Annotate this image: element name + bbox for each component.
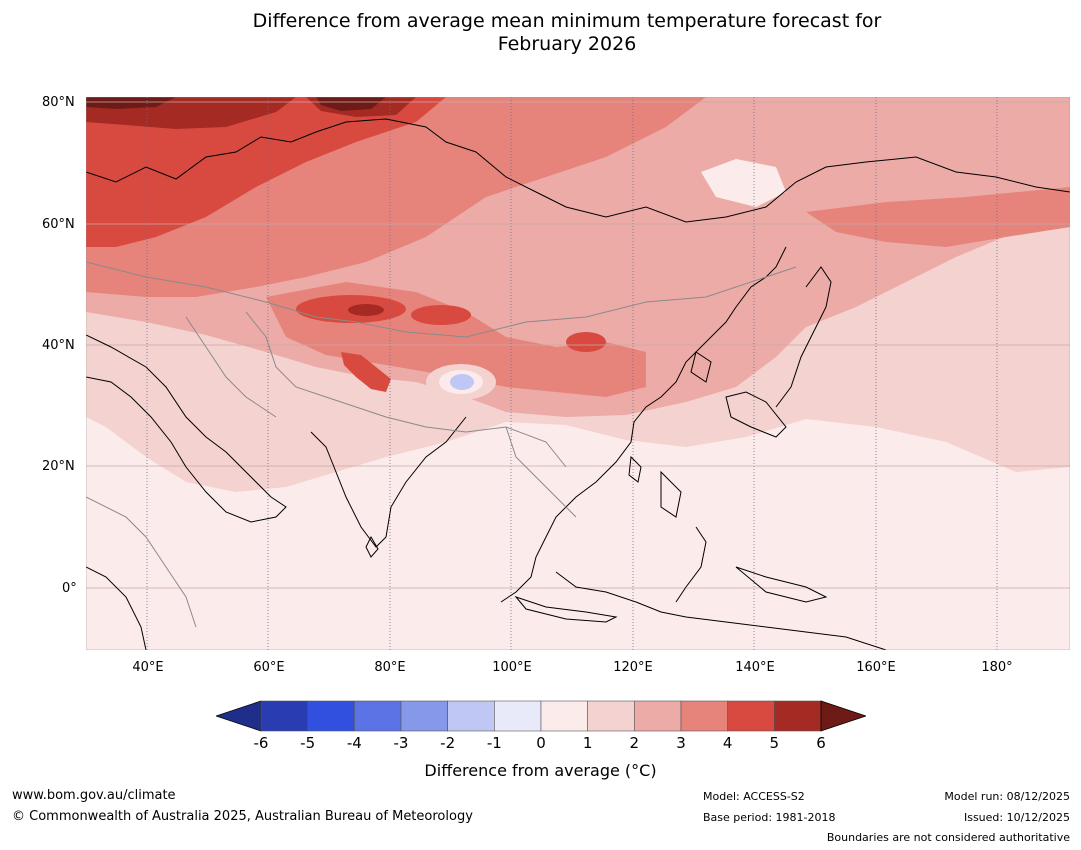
colorbar-tick-label: -4 bbox=[346, 734, 362, 752]
lon-label-180: 180° bbox=[981, 660, 1013, 675]
colorbar-segment bbox=[634, 700, 682, 732]
anomaly-band-3-to-4-east bbox=[806, 187, 1070, 247]
anomaly-band-4-to-5-central-b bbox=[411, 305, 471, 325]
colorbar-tick-label: -1 bbox=[486, 734, 502, 752]
colorbar-tick-label: 4 bbox=[722, 734, 733, 752]
lon-label-100e: 100°E bbox=[492, 660, 532, 675]
colorbar-tick-label: 6 bbox=[816, 734, 826, 752]
colorbar-segment bbox=[680, 700, 728, 732]
lat-label-40n: 40°N bbox=[42, 338, 75, 353]
anomaly-band-4-to-5-east bbox=[566, 332, 606, 352]
colorbar-tick-label: -6 bbox=[253, 734, 269, 752]
lat-label-60n: 60°N bbox=[42, 217, 75, 232]
coastlines bbox=[86, 118, 1070, 650]
country-borders bbox=[86, 261, 797, 628]
colorbar-extend-low bbox=[216, 700, 262, 732]
lon-label-80e: 80°E bbox=[374, 660, 406, 675]
anomaly-pocket-0-to-1-siberia bbox=[701, 159, 786, 207]
islands bbox=[365, 351, 828, 623]
title-line-2: February 2026 bbox=[497, 33, 637, 55]
colorbar-tick-label: -2 bbox=[440, 734, 456, 752]
graticule-meridians bbox=[146, 97, 998, 650]
anomaly-band-above-6 bbox=[86, 97, 176, 109]
chart-title: Difference from average mean minimum tem… bbox=[0, 10, 1081, 56]
anomaly-band-above-6-b bbox=[316, 97, 386, 111]
colorbar-segment bbox=[400, 700, 448, 732]
footer-copyright: © Commonwealth of Australia 2025, Austra… bbox=[12, 809, 473, 824]
lon-label-140e: 140°E bbox=[735, 660, 775, 675]
lat-label-20n: 20°N bbox=[42, 459, 75, 474]
colorbar-segment bbox=[447, 700, 495, 732]
graticule-parallels bbox=[86, 101, 1070, 589]
anomaly-band-5-to-6-central bbox=[348, 304, 384, 316]
colorbar-segment bbox=[540, 700, 588, 732]
footer-base-period: Base period: 1981-2018 bbox=[703, 811, 836, 824]
colorbar bbox=[216, 700, 866, 732]
footer-disclaimer: Boundaries are not considered authoritat… bbox=[826, 831, 1070, 844]
lon-label-60e: 60°E bbox=[253, 660, 285, 675]
colorbar-tick-label: 1 bbox=[582, 734, 593, 752]
lat-label-0: 0° bbox=[62, 581, 77, 596]
colorbar-tick-label: -3 bbox=[393, 734, 409, 752]
colorbar-tick-label: 2 bbox=[629, 734, 640, 752]
colorbar-tick-label: 5 bbox=[769, 734, 780, 752]
lon-label-120e: 120°E bbox=[613, 660, 653, 675]
temperature-anomaly-map bbox=[86, 97, 1070, 650]
anomaly-band-4-to-5 bbox=[86, 97, 446, 247]
colorbar-tick-label: 0 bbox=[536, 734, 546, 752]
anomaly-pocket-below-0-tibet bbox=[450, 374, 474, 390]
footer-model-run: Model run: 08/12/2025 bbox=[944, 790, 1070, 803]
lat-label-80n: 80°N bbox=[42, 95, 75, 110]
footer-url[interactable]: www.bom.gov.au/climate bbox=[12, 788, 176, 803]
title-line-1: Difference from average mean minimum tem… bbox=[252, 10, 882, 32]
lon-label-160e: 160°E bbox=[856, 660, 896, 675]
colorbar-segment bbox=[307, 700, 355, 732]
colorbar-tick-label: -5 bbox=[300, 734, 316, 752]
lon-label-40e: 40°E bbox=[132, 660, 164, 675]
anomaly-band-4-to-5-himalaya bbox=[341, 352, 391, 392]
colorbar-segment bbox=[354, 700, 402, 732]
colorbar-extend-high bbox=[820, 700, 866, 732]
colorbar-segment bbox=[727, 700, 775, 732]
footer-model: Model: ACCESS-S2 bbox=[703, 790, 805, 803]
colorbar-segment bbox=[774, 700, 822, 732]
colorbar-segment bbox=[494, 700, 542, 732]
colorbar-segment bbox=[587, 700, 635, 732]
footer-issued: Issued: 10/12/2025 bbox=[963, 811, 1070, 824]
colorbar-segment bbox=[260, 700, 308, 732]
colorbar-tick-label: 3 bbox=[676, 734, 686, 752]
colorbar-label: Difference from average (°C) bbox=[424, 761, 657, 780]
